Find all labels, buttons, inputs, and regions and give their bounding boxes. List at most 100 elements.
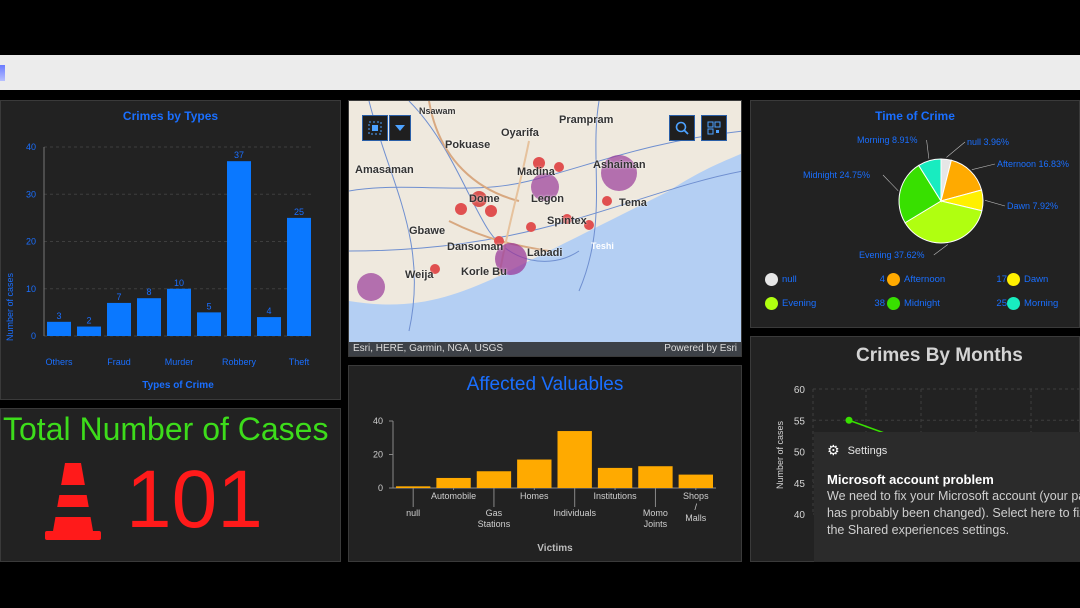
bar-marker [0,65,5,81]
map-attribution-bar: Esri, HERE, Garmin, NGA, USGS Powered by… [349,342,741,356]
types-x-tick: Others [45,357,73,367]
legend-swatch [765,273,778,286]
valuables-x-label: Homes [520,491,549,501]
time-pie-chart: null 3.96% Afternoon 16.83% Dawn 7.92% Even… [803,135,1069,260]
crime-map[interactable]: Nsawam Oyarifa Pokuase Prampram Amasaman Madi… [348,100,742,357]
types-bar-value: 37 [234,150,244,160]
types-bar[interactable] [47,321,71,336]
traffic-cone-icon [45,463,101,540]
total-cases-value: 101 [126,454,263,545]
legend-label: Evening [782,298,817,310]
types-x-tick: Theft [289,357,310,367]
legend-count: 25 [996,298,1007,309]
pie-slice-label: Morning 8.91% [857,135,918,145]
types-bar-value: 3 [56,311,61,321]
time-legend-item[interactable]: Dawn [1007,273,1048,286]
types-y-tick: 10 [26,284,36,294]
legend-label: Dawn [1024,274,1049,286]
map-place-label: Legon [531,193,564,205]
qr-code-button[interactable] [701,115,727,141]
pie-leader [926,139,930,159]
map-place-label: Teshi [591,241,614,251]
valuables-bar[interactable] [638,466,673,488]
total-cases-panel: Total Number of Cases 101 [0,408,341,562]
legend-swatch [1007,297,1020,310]
types-bar[interactable] [197,312,221,336]
valuables-bar[interactable] [597,467,633,488]
pie-leader [882,174,899,192]
legend-swatch [1007,273,1020,286]
time-legend-item[interactable]: Midnight [887,297,940,310]
map-place-label: Amasaman [355,164,414,176]
valuables-bar[interactable] [517,459,552,488]
types-bar-value: 8 [146,287,151,297]
legend-swatch [765,297,778,310]
crime-heat-clusters [357,155,637,301]
months-point[interactable] [845,416,853,424]
valuables-bar[interactable] [396,486,431,488]
map-place-label: Nsawam [419,106,456,116]
map-place-label: Labadi [527,247,563,259]
time-legend-item[interactable]: Evening [765,297,816,310]
map-place-label: Tema [619,197,647,209]
valuables-x-label: null [406,508,420,518]
map-place-label: Madina [517,166,555,178]
months-y-tick: 55 [794,416,806,427]
time-legend-item[interactable]: Afternoon [887,273,945,286]
notification-toast[interactable]: ⚙ Settings Microsoft account problem We … [814,432,1080,562]
types-y-tick: 20 [26,237,36,247]
valuables-bar[interactable] [436,477,471,488]
time-legend-item[interactable]: null [765,273,797,286]
types-bar[interactable] [257,317,281,336]
types-y-tick: 0 [31,331,36,341]
dropdown-button[interactable] [389,115,411,141]
legend-label: Morning [1024,298,1059,310]
valuables-bar[interactable] [678,474,713,488]
types-bar[interactable] [167,288,191,336]
valuables-x-label: Institutions [594,491,638,501]
map-place-label: Spintex [547,215,587,227]
qr-code-icon [707,121,721,135]
valuables-x-label: Stations [478,519,511,529]
legend-swatch [887,297,900,310]
pie-slice[interactable] [940,159,983,202]
types-bar-value: 5 [206,301,211,311]
pie-leader [946,141,966,158]
valuables-y-tick: 20 [373,450,383,460]
valuables-x-label: Shops [683,491,709,501]
types-y-tick: 30 [26,189,36,199]
types-x-tick: Fraud [107,357,131,367]
time-of-crime-title: Time of Crime [875,109,955,123]
valuables-x-label: Automobile [431,491,476,501]
pie-slice-label: null 3.96% [967,137,1009,147]
pie-slice[interactable] [918,158,942,203]
time-legend-item[interactable]: Morning [1007,297,1058,310]
valuables-bar[interactable] [557,431,592,488]
months-y-tick: 45 [794,479,806,490]
pie-slice-label: Midnight 24.75% [803,170,870,180]
select-icon [368,121,382,135]
map-powered-by[interactable]: Powered by Esri [664,343,737,354]
pie-slice-label: Afternoon 16.83% [997,159,1069,169]
map-attribution: Esri, HERE, Garmin, NGA, USGS [353,343,504,354]
types-bar[interactable] [227,161,251,336]
select-tool-button[interactable] [362,115,388,141]
types-bar[interactable] [287,217,311,336]
pie-slice[interactable] [898,164,942,224]
map-place-label: Pokuase [445,139,491,151]
types-bar[interactable] [107,302,131,336]
pie-leader [971,163,996,170]
map-place-label: Dansoman [447,241,504,253]
browser-bar [0,55,1080,90]
types-bar[interactable] [137,298,161,336]
types-bar-value: 25 [294,207,304,217]
map-place-label: Weija [405,269,434,281]
dropdown-chevron-icon [395,125,405,131]
types-x-tick: Robbery [222,357,257,367]
types-bar[interactable] [77,326,101,336]
map-search-button[interactable] [669,115,695,141]
types-bar-value: 4 [266,306,271,316]
pie-leader [984,200,1006,207]
valuables-bar[interactable] [476,471,512,488]
